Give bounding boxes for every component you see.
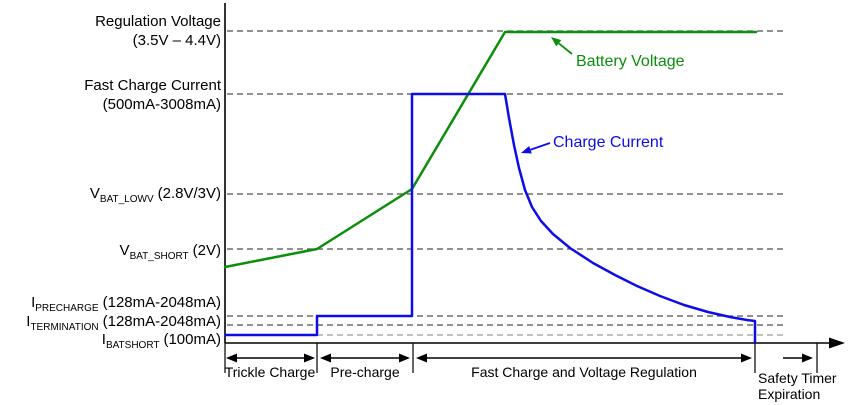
label-vbat-short: VBAT_SHORT (2V) xyxy=(119,242,221,262)
phase-arrowhead xyxy=(802,353,813,363)
battery-voltage-pointer-arrow xyxy=(558,42,573,55)
battery-voltage-callout: Battery Voltage xyxy=(576,53,685,70)
label-fast-charge-current: Fast Charge Current (500mA-3008mA) xyxy=(84,77,221,113)
charge-current-pointer-arrow xyxy=(530,142,551,151)
phase-arrowhead xyxy=(320,353,331,363)
charge-current-pointer-arrow-head xyxy=(521,145,532,154)
phase-arrowhead xyxy=(304,353,315,363)
charge-current-callout: Charge Current xyxy=(553,134,664,151)
label-vbat-lowv: VBAT_LOWV (2.8V/3V) xyxy=(89,185,221,205)
label-itermination: ITERMINATION (128mA-2048mA) xyxy=(26,313,221,333)
phase-label-fast-charge: Fast Charge and Voltage Regulation xyxy=(471,364,697,380)
phase-arrowhead xyxy=(399,353,410,363)
label-iprecharge: IPRECHARGE (128mA-2048mA) xyxy=(31,294,221,314)
label-regulation-voltage: Regulation Voltage (3.5V – 4.4V) xyxy=(95,13,221,49)
phase-arrowhead xyxy=(416,353,427,363)
phase-label-safety-timer: Safety Timer Expiration xyxy=(758,370,837,402)
x-axis-arrowhead xyxy=(829,337,845,349)
charge-current-curve xyxy=(224,92,757,344)
battery-voltage-pointer-arrow-head xyxy=(551,37,562,47)
label-ibatshort: IBATSHORT (100mA) xyxy=(101,331,221,351)
phase-arrowhead xyxy=(741,353,752,363)
phase-label-pre-charge: Pre-charge xyxy=(330,364,400,380)
phase-label-trickle-charge: Trickle Charge xyxy=(224,364,316,380)
phase-arrowhead xyxy=(226,353,237,363)
